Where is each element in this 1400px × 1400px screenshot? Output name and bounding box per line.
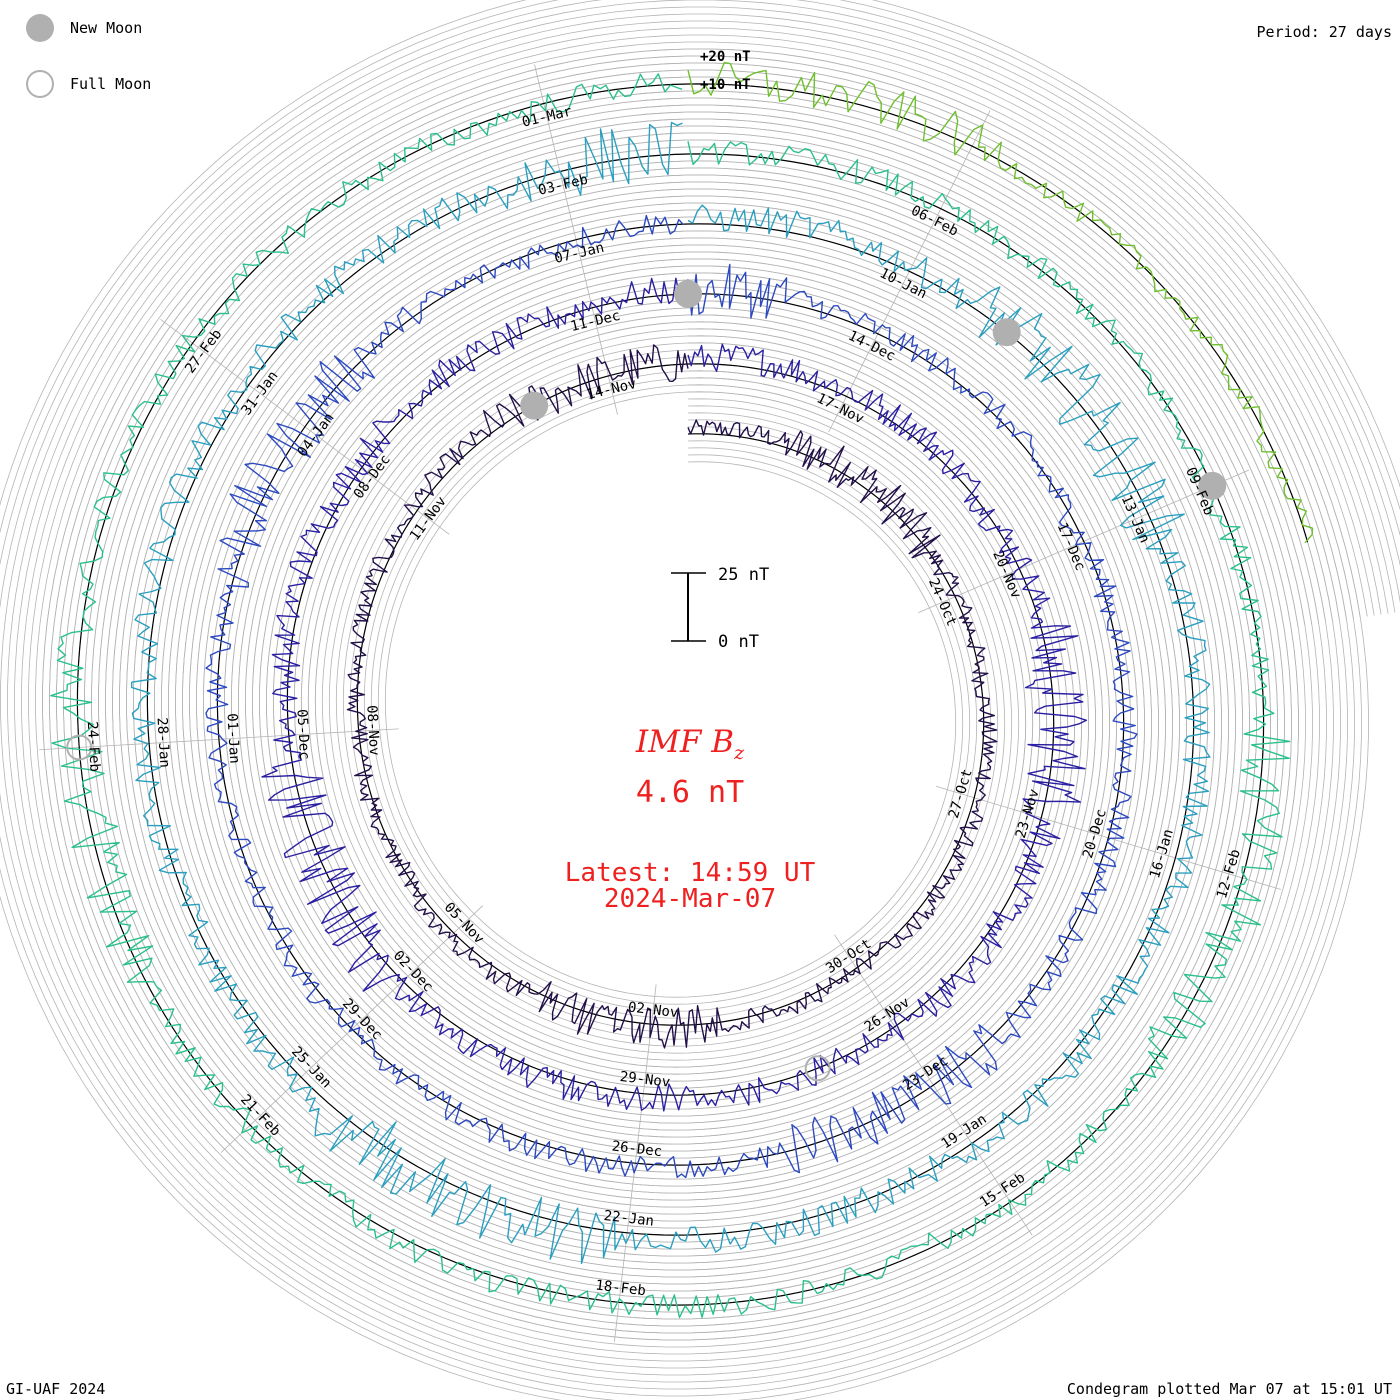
full-moon-marker — [804, 1055, 831, 1082]
bz-trace-cycle-5 — [50, 73, 1291, 1319]
new-moon-marker — [992, 318, 1021, 347]
grid-ring — [0, 6, 1400, 1383]
date-label: 02-Dec — [390, 948, 436, 996]
date-label: 12-Feb — [1214, 847, 1244, 900]
date-label: 04-Jan — [295, 410, 338, 460]
chart-title-main: IMF B — [635, 724, 735, 760]
date-label: 18-Feb — [595, 1278, 647, 1300]
bz-trace-cycle-4 — [131, 121, 1211, 1265]
date-label: 25-Jan — [288, 1044, 334, 1092]
date-label: 19-Jan — [939, 1111, 990, 1152]
legend-full-moon-label: Full Moon — [70, 75, 152, 93]
legend-new-moon: New Moon — [26, 14, 142, 42]
date-label: 08-Nov — [363, 705, 382, 756]
bz-trace-cycle-1 — [346, 344, 998, 1049]
date-label: 10-Jan — [877, 265, 929, 302]
date-label: 20-Nov — [989, 548, 1024, 601]
new-moon-marker — [1198, 471, 1227, 500]
date-label: 01-Jan — [223, 713, 242, 764]
chart-title-sub: z — [734, 742, 745, 765]
date-label: 26-Nov — [862, 994, 913, 1035]
bz-trace-cycle-6 — [687, 61, 1314, 544]
grid-ring — [14, 20, 1389, 1369]
date-label: 02-Nov — [627, 999, 679, 1021]
grid-ring — [42, 48, 1361, 1341]
date-label: 08-Dec — [351, 452, 394, 502]
date-label: 27-Feb — [182, 326, 225, 376]
moon-layer — [66, 280, 1227, 1082]
credit-label: GI-UAF 2024 — [6, 1380, 106, 1398]
grid-ring — [28, 34, 1375, 1355]
date-label: 30-Oct — [823, 936, 874, 977]
bz-trace-cycle-3 — [205, 214, 1138, 1179]
new-moon-marker — [520, 391, 549, 420]
period-label: Period: 27 days — [1256, 23, 1392, 41]
date-label: 17-Dec — [1054, 520, 1089, 573]
legend-full-moon: Full Moon — [26, 70, 151, 98]
latest-time: Latest: 14:59 UT — [564, 858, 816, 888]
date-label: 31-Jan — [238, 368, 281, 418]
full-moon-icon — [26, 70, 54, 98]
grid-ring — [21, 27, 1382, 1362]
date-label: 26-Dec — [611, 1138, 663, 1160]
trace-layer — [50, 61, 1314, 1319]
grid-ring — [35, 41, 1368, 1348]
plotted-label: Condegram plotted Mar 07 at 15:01 UT — [1066, 1380, 1392, 1398]
date-label: 29-Nov — [619, 1069, 671, 1091]
date-label: 05-Nov — [441, 900, 487, 948]
full-moon-marker — [66, 734, 93, 761]
date-label: 16-Jan — [1147, 827, 1177, 880]
ring-scale-labels: +20 nT +10 nT — [700, 49, 751, 93]
scale-bar-high-label: 25 nT — [718, 565, 769, 585]
scale-bar-low-label: 0 nT — [718, 632, 759, 652]
date-label: 05-Dec — [293, 709, 312, 760]
date-label: 11-Nov — [407, 494, 450, 544]
ring-scale-label-10: +10 nT — [700, 77, 751, 93]
date-label: 20-Dec — [1080, 807, 1110, 860]
date-label: 24-Feb — [84, 721, 103, 772]
date-label: 22-Jan — [603, 1208, 655, 1230]
date-label: 23-Nov — [1013, 787, 1043, 840]
legend-new-moon-label: New Moon — [70, 19, 143, 37]
chart-title: IMF Bz — [500, 724, 880, 764]
bz-trace-cycle-2 — [261, 277, 1088, 1112]
latest-date: 2024-Mar-07 — [603, 884, 777, 914]
current-value: 4.6 nT — [635, 775, 745, 810]
new-moon-icon — [26, 14, 54, 42]
ring-scale-label-20: +20 nT — [700, 49, 751, 65]
scale-bar: 25 nT 0 nT — [671, 565, 769, 652]
date-label: 28-Jan — [154, 717, 173, 768]
baseline-layer — [76, 83, 1309, 1306]
zero-baseline — [76, 83, 1309, 1306]
new-moon-marker — [674, 280, 702, 308]
